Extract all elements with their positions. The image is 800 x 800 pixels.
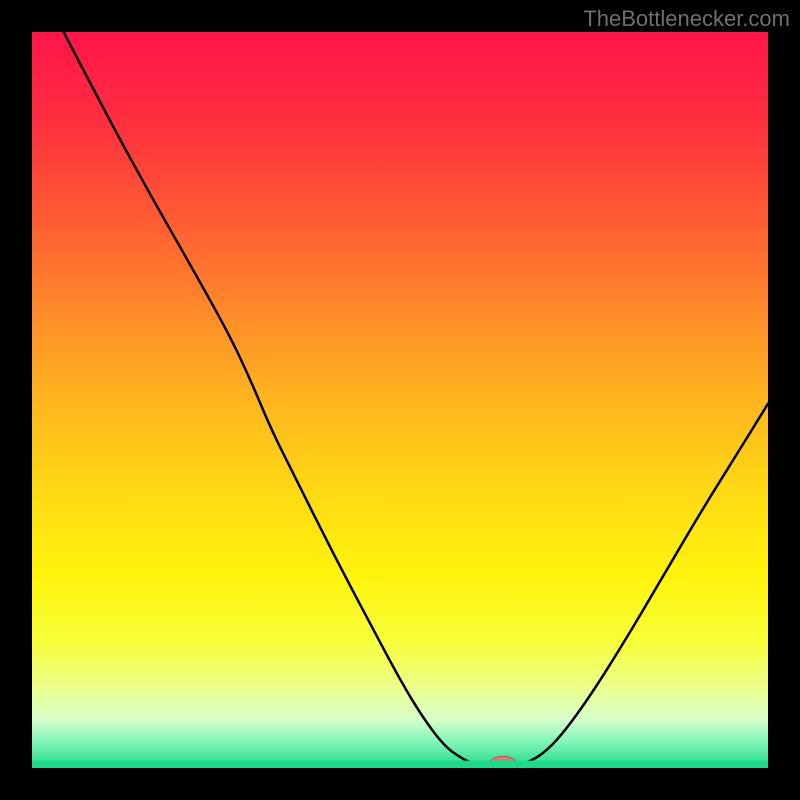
plot-border <box>0 0 800 800</box>
border-right <box>768 0 800 800</box>
border-left <box>0 0 32 800</box>
border-bottom <box>0 768 800 800</box>
watermark-text: TheBottlenecker.com <box>583 6 790 32</box>
